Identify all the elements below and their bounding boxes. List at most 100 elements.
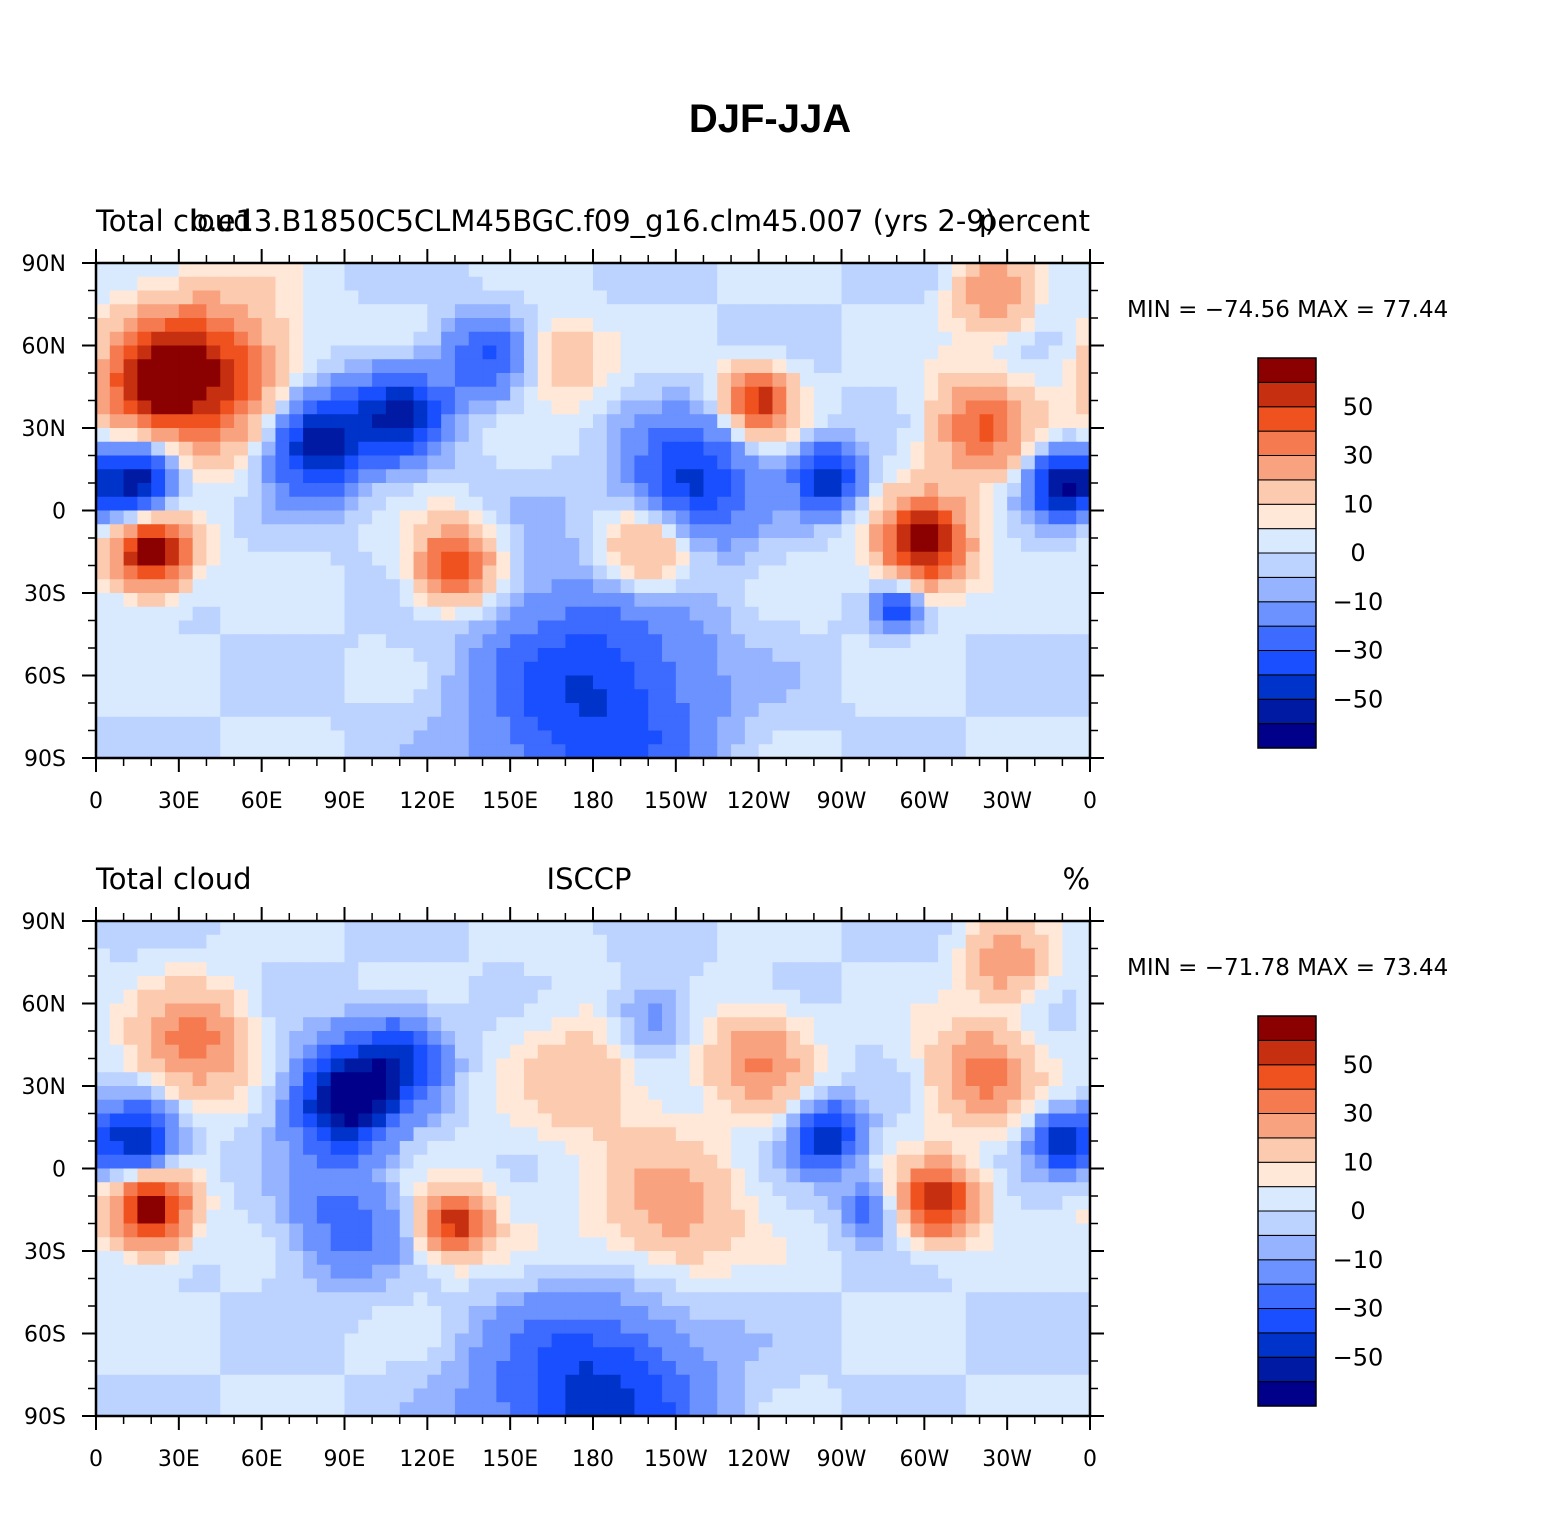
field-cell: [275, 565, 290, 580]
field-cell: [841, 1017, 856, 1032]
field-cell: [96, 345, 111, 360]
field-cell: [579, 1251, 594, 1266]
field-cell: [938, 345, 953, 360]
field-cell: [468, 1209, 484, 1225]
field-cell: [468, 634, 484, 649]
field-cell: [399, 1251, 415, 1266]
field-cell: [385, 1072, 401, 1087]
field-cell: [896, 263, 912, 278]
field-cell: [744, 1168, 760, 1183]
field-cell: [606, 276, 622, 292]
field-cell: [869, 1044, 884, 1060]
field-cell: [165, 948, 180, 963]
field-cell: [261, 1237, 277, 1252]
field-cell: [192, 1099, 208, 1115]
field-cell: [910, 1264, 925, 1280]
field-cell: [800, 1319, 815, 1335]
field-cell: [165, 716, 180, 732]
field-cell: [344, 976, 359, 991]
field-cell: [882, 1306, 898, 1321]
field-cell: [910, 1099, 925, 1115]
field-cell: [385, 1237, 401, 1252]
field-cell: [882, 304, 898, 319]
field-cell: [606, 400, 622, 415]
field-cell: [123, 593, 139, 608]
field-cell: [993, 373, 1008, 388]
field-cell: [358, 551, 373, 567]
field-cell: [427, 634, 442, 649]
field-cell: [841, 648, 856, 663]
field-cell: [924, 1292, 939, 1307]
field-cell: [634, 1168, 649, 1183]
field-cell: [882, 1264, 898, 1280]
field-cell: [1007, 441, 1022, 457]
field-cell: [896, 976, 912, 991]
field-cell: [220, 1017, 235, 1032]
field-cell: [717, 1251, 732, 1266]
field-cell: [344, 948, 359, 963]
field-cell: [358, 1278, 373, 1293]
field-cell: [330, 634, 346, 649]
field-cell: [96, 469, 111, 484]
field-cell: [303, 921, 318, 936]
field-cell: [717, 510, 732, 525]
field-cell: [786, 1196, 801, 1211]
field-cell: [648, 304, 663, 319]
field-cell: [800, 606, 815, 622]
field-cell: [206, 1264, 221, 1280]
field-cell: [965, 524, 981, 539]
field-cell: [399, 331, 415, 347]
field-cell: [786, 1333, 801, 1348]
field-cell: [979, 359, 994, 374]
field-cell: [510, 976, 525, 991]
field-cell: [1076, 1003, 1090, 1018]
field-cell: [855, 565, 870, 580]
field-cell: [109, 593, 125, 608]
field-cell: [841, 400, 856, 415]
field-cell: [441, 1264, 456, 1280]
field-cell: [689, 1237, 705, 1252]
field-cell: [841, 703, 856, 718]
field-cell: [744, 1072, 760, 1087]
field-cell: [523, 989, 539, 1005]
field-cell: [413, 1237, 428, 1252]
field-cell: [441, 1182, 456, 1197]
field-cell: [827, 1264, 843, 1280]
field-cell: [689, 661, 705, 677]
field-cell: [523, 414, 539, 429]
field-cell: [510, 1264, 525, 1280]
field-cell: [551, 976, 566, 991]
field-cell: [192, 989, 208, 1005]
field-cell: [247, 1044, 263, 1060]
field-cell: [924, 1196, 939, 1211]
field-cell: [385, 1264, 401, 1280]
field-cell: [565, 634, 580, 649]
field-cell: [731, 934, 746, 950]
field-cell: [910, 428, 925, 443]
field-cell: [289, 565, 304, 580]
field-cell: [662, 1264, 677, 1280]
field-cell: [772, 1196, 787, 1211]
field-cell: [427, 744, 442, 758]
field-cell: [1062, 551, 1077, 567]
field-cell: [1062, 689, 1077, 704]
field-cell: [620, 1237, 636, 1252]
field-cell: [827, 1319, 843, 1335]
field-cell: [96, 263, 111, 278]
field-cell: [565, 565, 580, 580]
field-cell: [1020, 1154, 1036, 1170]
field-cell: [1007, 400, 1022, 415]
field-cell: [841, 1127, 856, 1142]
field-cell: [109, 1044, 125, 1060]
field-cell: [744, 1058, 760, 1073]
colorbar-label: −30: [1333, 637, 1384, 665]
field-cell: [96, 386, 111, 402]
field-cell: [593, 1319, 608, 1335]
field-cell: [220, 1072, 235, 1087]
field-cell: [413, 1058, 428, 1073]
field-cell: [1020, 1141, 1036, 1156]
field-cell: [385, 579, 401, 594]
field-cell: [882, 716, 898, 732]
field-cell: [441, 934, 456, 950]
field-cell: [427, 400, 442, 415]
